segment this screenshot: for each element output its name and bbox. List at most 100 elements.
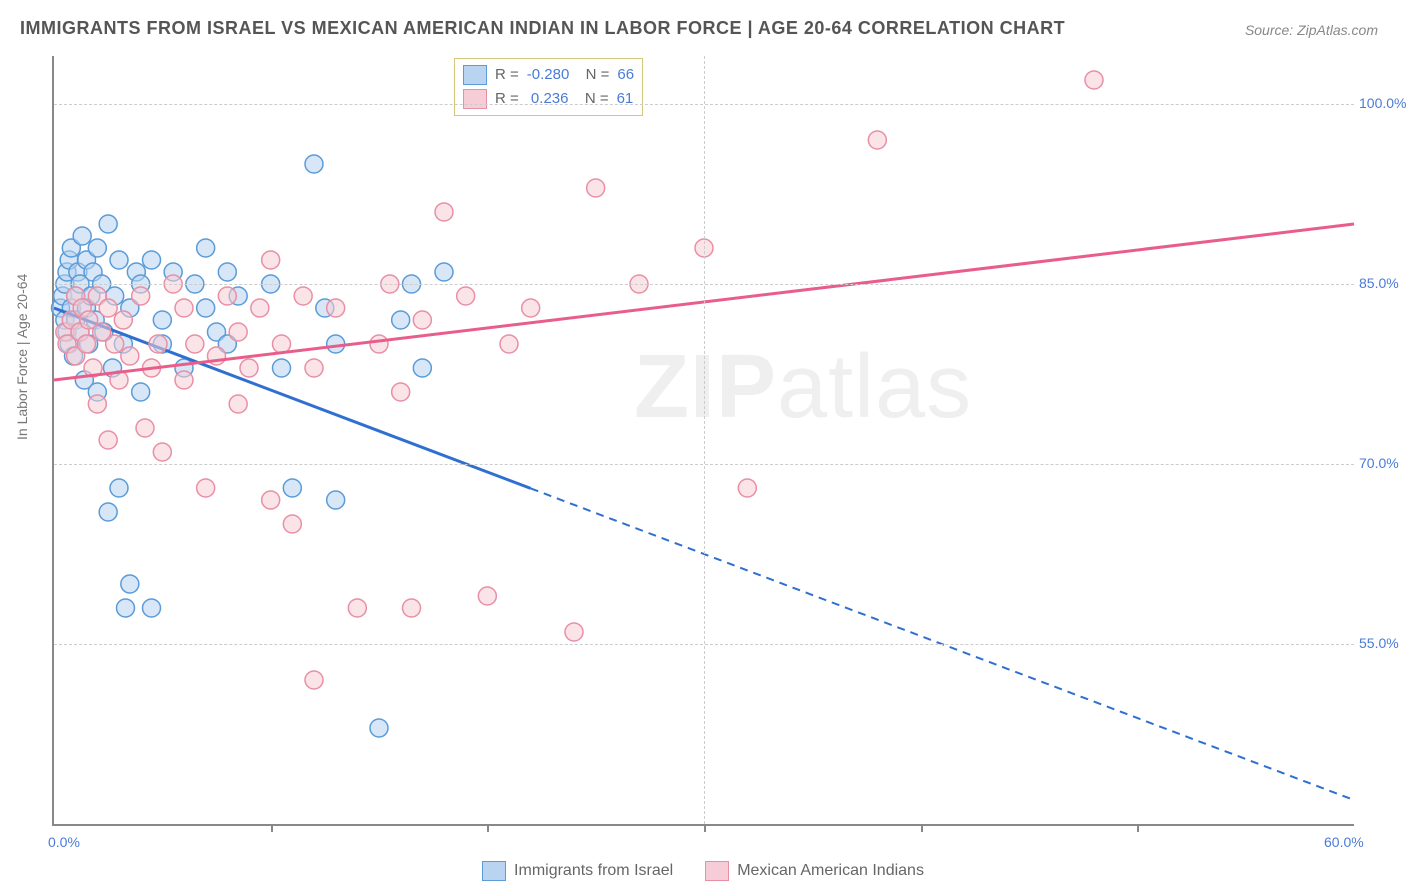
- data-point-mexican: [283, 515, 301, 533]
- legend-n-value: 66: [617, 63, 634, 87]
- data-point-mexican: [305, 671, 323, 689]
- data-point-israel: [110, 479, 128, 497]
- data-point-mexican: [136, 419, 154, 437]
- data-point-mexican: [251, 299, 269, 317]
- legend-row-israel: R = -0.280 N = 66: [463, 63, 634, 87]
- data-point-israel: [197, 239, 215, 257]
- x-tick-label: 0.0%: [48, 834, 80, 850]
- data-point-israel: [99, 215, 117, 233]
- data-point-mexican: [587, 179, 605, 197]
- data-point-israel: [392, 311, 410, 329]
- data-point-mexican: [348, 599, 366, 617]
- data-point-mexican: [78, 335, 96, 353]
- data-point-mexican: [197, 479, 215, 497]
- legend-swatch: [482, 861, 506, 881]
- data-point-mexican: [294, 287, 312, 305]
- data-point-mexican: [478, 587, 496, 605]
- y-tick-label: 70.0%: [1359, 455, 1406, 471]
- data-point-mexican: [99, 299, 117, 317]
- data-point-israel: [143, 251, 161, 269]
- y-tick-label: 55.0%: [1359, 635, 1406, 651]
- legend-n-value: 61: [617, 87, 634, 111]
- data-point-mexican: [175, 371, 193, 389]
- legend-swatch: [463, 89, 487, 109]
- legend-r-label: R =: [495, 63, 519, 87]
- legend-item: Mexican American Indians: [705, 861, 924, 881]
- data-point-israel: [132, 383, 150, 401]
- data-point-mexican: [392, 383, 410, 401]
- data-point-israel: [143, 599, 161, 617]
- source-attribution: Source: ZipAtlas.com: [1245, 22, 1378, 38]
- data-point-israel: [88, 239, 106, 257]
- data-point-mexican: [262, 251, 280, 269]
- legend-swatch: [705, 861, 729, 881]
- x-tick-label: 60.0%: [1324, 834, 1364, 850]
- data-point-mexican: [868, 131, 886, 149]
- data-point-mexican: [186, 335, 204, 353]
- data-point-israel: [99, 503, 117, 521]
- x-tick: [271, 824, 273, 832]
- legend-r-value: -0.280: [527, 63, 570, 87]
- data-point-mexican: [370, 335, 388, 353]
- data-point-israel: [273, 359, 291, 377]
- data-point-mexican: [500, 335, 518, 353]
- data-point-israel: [305, 155, 323, 173]
- data-point-israel: [413, 359, 431, 377]
- data-point-mexican: [305, 359, 323, 377]
- data-point-mexican: [153, 443, 171, 461]
- data-point-mexican: [149, 335, 167, 353]
- data-point-israel: [327, 491, 345, 509]
- data-point-mexican: [99, 431, 117, 449]
- data-point-israel: [197, 299, 215, 317]
- series-legend: Immigrants from Israel Mexican American I…: [0, 861, 1406, 886]
- data-point-mexican: [457, 287, 475, 305]
- data-point-mexican: [435, 203, 453, 221]
- data-point-mexican: [106, 335, 124, 353]
- data-point-mexican: [114, 311, 132, 329]
- data-point-israel: [153, 311, 171, 329]
- data-point-mexican: [327, 299, 345, 317]
- data-point-israel: [110, 251, 128, 269]
- x-tick: [487, 824, 489, 832]
- data-point-mexican: [403, 599, 421, 617]
- data-point-israel: [435, 263, 453, 281]
- data-point-mexican: [121, 347, 139, 365]
- data-point-mexican: [273, 335, 291, 353]
- y-axis-title: In Labor Force | Age 20-64: [14, 274, 30, 440]
- legend-swatch: [463, 65, 487, 85]
- data-point-mexican: [132, 287, 150, 305]
- plot-area: ZIPatlas R =-0.280 N =66R = 0.236 N =61 …: [52, 56, 1354, 826]
- legend-label: Immigrants from Israel: [514, 862, 673, 880]
- x-tick: [1137, 824, 1139, 832]
- legend-item: Immigrants from Israel: [482, 861, 673, 881]
- data-point-mexican: [175, 299, 193, 317]
- data-point-mexican: [1085, 71, 1103, 89]
- data-point-mexican: [522, 299, 540, 317]
- correlation-legend: R = -0.280 N = 66R = 0.236 N = 61: [454, 58, 643, 116]
- data-point-israel: [121, 575, 139, 593]
- chart-title: IMMIGRANTS FROM ISRAEL VS MEXICAN AMERIC…: [20, 18, 1065, 39]
- data-point-mexican: [218, 287, 236, 305]
- data-point-mexican: [229, 323, 247, 341]
- legend-n-label: N =: [577, 63, 609, 87]
- y-tick-label: 85.0%: [1359, 275, 1406, 291]
- data-point-mexican: [565, 623, 583, 641]
- legend-r-value: 0.236: [527, 87, 569, 111]
- legend-n-label: N =: [576, 87, 608, 111]
- x-tick: [704, 824, 706, 832]
- data-point-mexican: [88, 395, 106, 413]
- gridline-v: [704, 56, 705, 824]
- legend-row-mexican: R = 0.236 N =61: [463, 87, 634, 111]
- legend-label: Mexican American Indians: [737, 862, 924, 880]
- data-point-israel: [370, 719, 388, 737]
- data-point-mexican: [240, 359, 258, 377]
- data-point-mexican: [262, 491, 280, 509]
- data-point-israel: [73, 227, 91, 245]
- data-point-mexican: [738, 479, 756, 497]
- x-tick: [921, 824, 923, 832]
- data-point-mexican: [229, 395, 247, 413]
- data-point-israel: [218, 263, 236, 281]
- y-tick-label: 100.0%: [1359, 95, 1406, 111]
- data-point-mexican: [413, 311, 431, 329]
- data-point-israel: [283, 479, 301, 497]
